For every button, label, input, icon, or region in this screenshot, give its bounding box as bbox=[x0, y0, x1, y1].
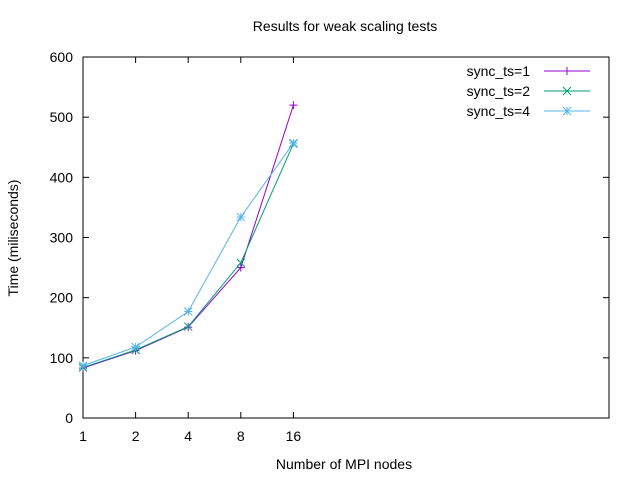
data-point bbox=[236, 263, 245, 272]
y-tick-label: 0 bbox=[65, 410, 73, 426]
y-tick-label: 500 bbox=[50, 109, 74, 125]
x-axis-label: Number of MPI nodes bbox=[276, 456, 412, 472]
legend-label: sync_ts=4 bbox=[467, 103, 531, 119]
data-point bbox=[78, 361, 88, 371]
data-point bbox=[236, 258, 246, 268]
data-point bbox=[236, 212, 246, 222]
series-layer bbox=[78, 101, 298, 373]
x-tick-label: 1 bbox=[79, 428, 87, 444]
series-line-3 bbox=[82, 142, 294, 367]
y-tick-label: 200 bbox=[50, 290, 74, 306]
data-point bbox=[183, 307, 193, 316]
data-point bbox=[183, 322, 193, 331]
chart-title: Results for weak scaling tests bbox=[253, 18, 437, 34]
axis-ticks: 0 100 200 300 400 500 600 1 2 4 8 16 bbox=[50, 49, 609, 444]
y-tick-label: 100 bbox=[50, 350, 74, 366]
legend-marker bbox=[563, 67, 571, 75]
x-tick-label: 2 bbox=[132, 428, 140, 444]
data-point bbox=[289, 101, 298, 110]
y-axis-label: Time (miliseconds) bbox=[5, 180, 21, 297]
y-tick-label: 400 bbox=[50, 169, 74, 185]
x-tick-label: 8 bbox=[237, 428, 245, 444]
legend: sync_ts=1 sync_ts=2 sync_ts=4 bbox=[467, 63, 590, 119]
plot-area-frame bbox=[82, 56, 610, 419]
data-point bbox=[289, 138, 298, 148]
y-tick-label: 600 bbox=[50, 49, 74, 65]
legend-marker bbox=[562, 106, 572, 116]
legend-label: sync_ts=1 bbox=[467, 63, 531, 79]
legend-marker bbox=[562, 86, 572, 96]
series-line-2 bbox=[82, 143, 294, 368]
x-tick-label: 16 bbox=[286, 428, 302, 444]
x-tick-label: 4 bbox=[184, 428, 192, 444]
legend-label: sync_ts=2 bbox=[467, 83, 531, 99]
data-point bbox=[131, 342, 140, 352]
y-tick-label: 300 bbox=[50, 230, 74, 246]
